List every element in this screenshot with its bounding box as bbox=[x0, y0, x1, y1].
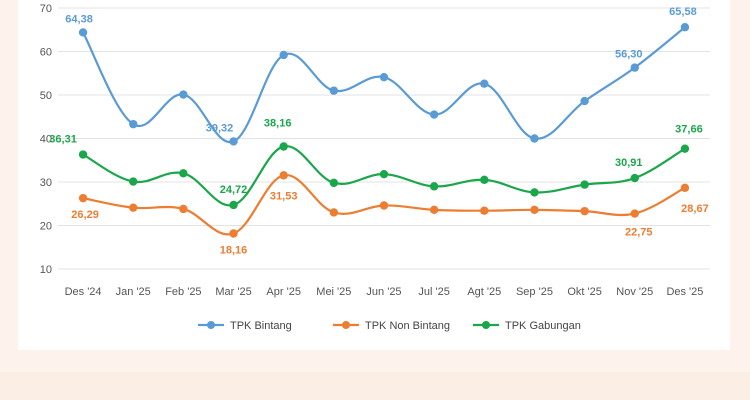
data-point bbox=[279, 50, 288, 60]
data-point bbox=[129, 203, 138, 212]
x-tick-label: Jul '25 bbox=[418, 286, 449, 298]
data-point bbox=[329, 178, 339, 188]
data-point bbox=[429, 182, 439, 191]
y-tick-label: 10 bbox=[40, 264, 52, 276]
data-point bbox=[379, 72, 389, 82]
data-point bbox=[480, 206, 489, 215]
legend-marker bbox=[207, 321, 215, 329]
data-label: 28,67 bbox=[681, 203, 709, 215]
data-point bbox=[179, 169, 188, 178]
data-point bbox=[279, 171, 288, 180]
data-label: 65,58 bbox=[669, 6, 697, 18]
data-point bbox=[229, 137, 238, 146]
y-tick-label: 20 bbox=[40, 221, 52, 233]
data-point bbox=[379, 169, 389, 179]
data-point bbox=[580, 206, 589, 216]
data-point bbox=[179, 90, 188, 99]
chart-card: 10 20 30 40 50 60 70 Des '24 Jan '25 Feb '25 Mar '… bbox=[18, 0, 730, 350]
data-point bbox=[480, 175, 489, 185]
data-point bbox=[480, 79, 489, 88]
x-tick-label: Jun '25 bbox=[366, 286, 401, 298]
data-label: 56,30 bbox=[615, 49, 643, 61]
x-tick-label: Okt '25 bbox=[567, 286, 602, 298]
x-tick-label: Des '25 bbox=[666, 286, 703, 298]
data-point bbox=[580, 180, 589, 189]
data-point bbox=[179, 204, 188, 214]
data-label: 31,53 bbox=[270, 190, 298, 202]
data-label: 37,66 bbox=[675, 124, 703, 136]
x-tick-label: Mar '25 bbox=[215, 286, 251, 298]
data-point bbox=[530, 205, 539, 215]
data-point bbox=[429, 110, 439, 119]
y-tick-label: 40 bbox=[40, 134, 52, 146]
bottom-band bbox=[0, 372, 750, 400]
y-tick-label: 70 bbox=[40, 3, 52, 15]
legend-marker bbox=[342, 321, 350, 329]
x-tick-label: Agt '25 bbox=[467, 286, 501, 298]
legend-marker bbox=[482, 321, 490, 329]
data-point bbox=[78, 150, 88, 159]
data-point bbox=[680, 23, 690, 32]
data-label: 26,29 bbox=[71, 209, 99, 221]
x-tick-label: Des '24 bbox=[65, 286, 102, 298]
x-tick-label: Feb '25 bbox=[165, 286, 201, 298]
line-chart: 10 20 30 40 50 60 70 Des '24 Jan '25 Feb '25 Mar '… bbox=[40, 3, 710, 332]
data-label: 22,75 bbox=[625, 227, 653, 239]
data-point bbox=[630, 173, 639, 183]
data-point bbox=[429, 205, 439, 215]
legend-label: TPK Bintang bbox=[230, 320, 292, 332]
data-label: 39,32 bbox=[206, 122, 234, 134]
data-point bbox=[580, 96, 589, 106]
y-tick-label: 60 bbox=[40, 47, 52, 59]
data-point bbox=[630, 209, 639, 218]
data-point bbox=[379, 201, 389, 210]
data-point bbox=[630, 63, 639, 72]
data-label: 18,16 bbox=[220, 245, 248, 257]
data-point bbox=[530, 134, 539, 143]
data-point bbox=[129, 119, 138, 129]
data-point bbox=[680, 144, 690, 153]
data-label: 30,91 bbox=[615, 157, 643, 169]
data-label: 64,38 bbox=[65, 13, 93, 25]
data-point bbox=[530, 188, 539, 197]
data-point bbox=[229, 200, 238, 210]
series-line-0 bbox=[82, 26, 686, 144]
x-tick-label: Nov '25 bbox=[616, 286, 653, 298]
data-label: 36,31 bbox=[49, 134, 77, 146]
y-tick-label: 50 bbox=[40, 90, 52, 102]
data-point bbox=[279, 142, 288, 151]
data-point bbox=[329, 208, 339, 217]
data-point bbox=[229, 229, 238, 238]
data-point bbox=[329, 86, 339, 95]
x-tick-label: Jan '25 bbox=[116, 286, 151, 298]
data-point bbox=[129, 177, 138, 186]
data-point bbox=[78, 193, 88, 203]
x-tick-label: Mei '25 bbox=[316, 286, 351, 298]
y-tick-label: 30 bbox=[40, 177, 52, 189]
legend-label: TPK Non Bintang bbox=[365, 320, 450, 332]
data-point bbox=[78, 28, 88, 37]
x-tick-label: Sep '25 bbox=[516, 286, 553, 298]
data-label: 38,16 bbox=[264, 118, 292, 130]
data-label: 24,72 bbox=[220, 184, 248, 196]
data-point bbox=[680, 183, 690, 192]
legend-label: TPK Gabungan bbox=[505, 320, 581, 332]
x-tick-label: Apr '25 bbox=[266, 286, 301, 298]
